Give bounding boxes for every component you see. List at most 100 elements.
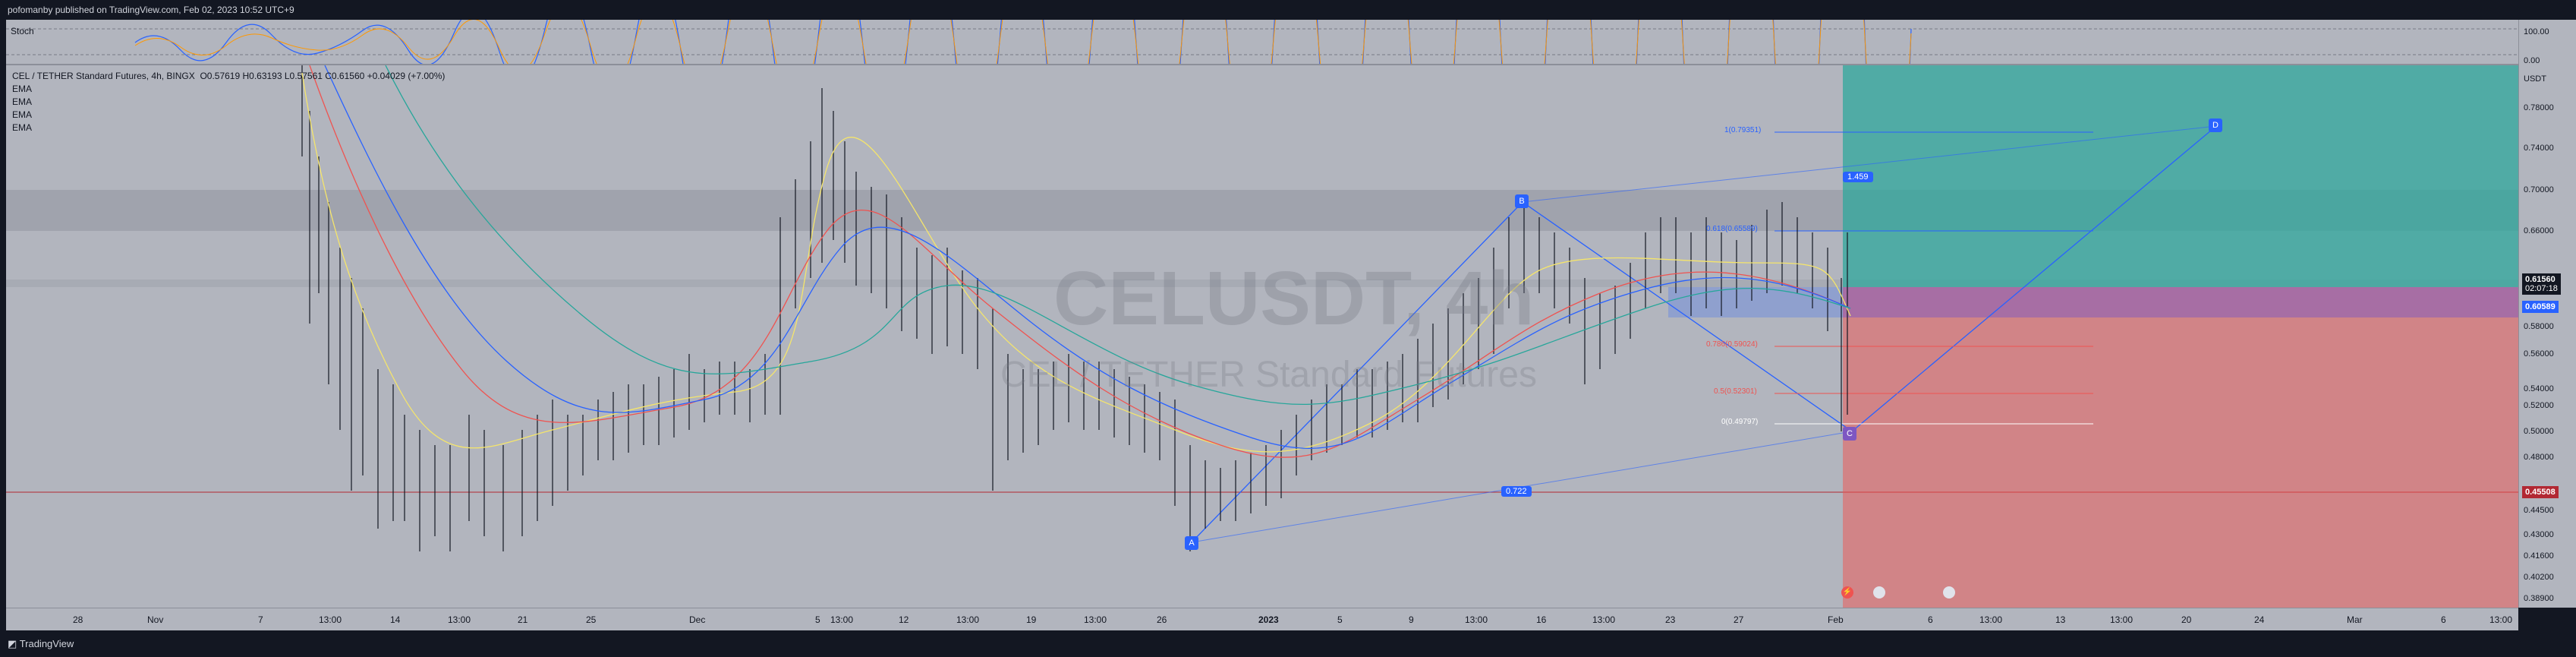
symbol-watermark: CELUSDT, 4h xyxy=(1053,256,1535,341)
ratio-ab-badge[interactable]: 0.722 xyxy=(1501,486,1532,497)
time-tick: 13:00 xyxy=(319,614,342,625)
us-flag-icon-2[interactable] xyxy=(1943,586,1955,599)
us-flag-icon[interactable] xyxy=(1873,586,1885,599)
tick-5: 0.58000 xyxy=(2524,322,2554,331)
scale-unit: USDT xyxy=(2524,74,2546,84)
tradingview-brand[interactable]: TradingView xyxy=(19,638,74,649)
time-tick: 7 xyxy=(258,614,263,625)
stoch-scale-bottom: 0.00 xyxy=(2524,56,2540,65)
tick-15: 0.38900 xyxy=(2524,594,2554,603)
tick-7: 0.54000 xyxy=(2524,384,2554,393)
time-tick: 13:00 xyxy=(1592,614,1616,625)
tick-14: 0.40200 xyxy=(2524,573,2554,582)
stop-zone-red xyxy=(1843,287,2518,608)
ema-fast xyxy=(301,72,1851,453)
pattern-point-b[interactable]: B xyxy=(1515,194,1529,208)
bar-countdown: 02:07:18 xyxy=(2525,284,2558,293)
entry-zone-purple xyxy=(1843,287,2518,317)
stoch-scale-top: 100.00 xyxy=(2524,27,2549,36)
chart-canvas xyxy=(6,65,2518,608)
fib-label-0: 0(0.49797) xyxy=(1721,418,1759,426)
time-tick: 20 xyxy=(2181,614,2192,625)
time-tick: 27 xyxy=(1734,614,1744,625)
last-price-badge: 0.61560 02:07:18 xyxy=(2522,273,2561,295)
event-marker-icon[interactable]: ⚡ xyxy=(1841,586,1853,599)
time-tick-year: 2023 xyxy=(1258,614,1279,625)
publisher-text: pofomanby published on TradingView.com, … xyxy=(8,5,294,15)
chart-legend: CEL / TETHER Standard Futures, 4h, BINGX… xyxy=(12,70,445,134)
time-tick: 16 xyxy=(1536,614,1547,625)
ema-mid-2 xyxy=(324,65,1851,449)
mid-band xyxy=(6,280,2518,287)
tick-6: 0.56000 xyxy=(2524,349,2554,359)
pattern-point-d[interactable]: D xyxy=(2209,118,2222,132)
stoch-line-k xyxy=(134,0,1912,367)
fib-label-05: 0.5(0.52301) xyxy=(1714,387,1757,396)
time-tick: 5 xyxy=(1337,614,1343,625)
time-tick: 13:00 xyxy=(2110,614,2134,625)
fib-label-0786: 0.786(0.59024) xyxy=(1706,340,1758,349)
ema-slow xyxy=(385,65,1851,405)
tick-2: 0.74000 xyxy=(2524,144,2554,153)
fib-label-1: 1(0.79351) xyxy=(1724,126,1762,134)
blue-level-badge: 0.60589 xyxy=(2522,301,2559,313)
tick-10: 0.48000 xyxy=(2524,453,2554,462)
time-tick: Nov xyxy=(147,614,164,625)
tradingview-logo-icon: ◩ xyxy=(8,638,17,649)
tick-3: 0.70000 xyxy=(2524,185,2554,194)
tick-4: 0.66000 xyxy=(2524,226,2554,235)
time-tick: 25 xyxy=(586,614,597,625)
symbol-watermark-sub: CEL / TETHER Standard Futures xyxy=(1000,355,1537,395)
bottom-bar: ◩ TradingView xyxy=(0,630,2576,657)
ema-label-2[interactable]: EMA xyxy=(12,96,33,107)
tick-13: 0.41600 xyxy=(2524,551,2554,561)
time-tick: 5 xyxy=(815,614,820,625)
stoch-label: Stoch xyxy=(11,26,34,36)
red-level-badge: 0.45508 xyxy=(2522,486,2559,498)
tick-12: 0.43000 xyxy=(2524,530,2554,539)
time-tick: 13:00 xyxy=(1979,614,2003,625)
ratio-bd-badge[interactable]: 1.459 xyxy=(1843,172,1873,182)
last-price: 0.61560 xyxy=(2525,275,2556,284)
time-tick: 13:00 xyxy=(956,614,980,625)
tick-11: 0.44500 xyxy=(2524,506,2554,515)
time-tick: 13:00 xyxy=(448,614,471,625)
top-bar: pofomanby published on TradingView.com, … xyxy=(0,0,2576,20)
entry-zone-blue xyxy=(1668,287,1843,317)
time-tick: 12 xyxy=(899,614,909,625)
pattern-point-c[interactable]: C xyxy=(1843,427,1856,441)
time-tick: 6 xyxy=(1928,614,1933,625)
main-chart-pane[interactable]: CEL / TETHER Standard Futures, 4h, BINGX… xyxy=(6,65,2518,608)
time-tick: Mar xyxy=(2347,614,2363,625)
time-tick: 13:00 xyxy=(2489,614,2513,625)
tick-8: 0.52000 xyxy=(2524,401,2554,410)
time-tick: 24 xyxy=(2254,614,2265,625)
fib-label-0618: 0.618(0.65589) xyxy=(1706,225,1758,233)
time-tick: Feb xyxy=(1828,614,1844,625)
time-tick: 28 xyxy=(73,614,83,625)
time-tick: 14 xyxy=(390,614,401,625)
ema-label-3[interactable]: EMA xyxy=(12,109,33,120)
time-tick: 13:00 xyxy=(1465,614,1488,625)
stoch-svg xyxy=(6,0,2518,367)
time-tick: 13 xyxy=(2055,614,2066,625)
tick-1: 0.78000 xyxy=(2524,103,2554,112)
target-zone-green xyxy=(1843,65,2518,287)
time-tick: 26 xyxy=(1157,614,1167,625)
time-tick: Dec xyxy=(689,614,706,625)
price-scale[interactable]: 100.00 0.00 USDT 0.78000 0.74000 0.70000… xyxy=(2518,20,2576,608)
ema-mid-1 xyxy=(309,65,1851,458)
ohlc-values: O0.57619 H0.63193 L0.57561 C0.61560 +0.0… xyxy=(200,71,446,81)
time-scale[interactable]: 28 Nov 7 13:00 14 13:00 21 25 Dec 5 13:0… xyxy=(6,608,2518,631)
stoch-pane[interactable]: Stoch xyxy=(6,0,2518,367)
symbol-title[interactable]: CEL / TETHER Standard Futures, 4h, BINGX xyxy=(12,71,195,81)
time-tick: 6 xyxy=(2441,614,2446,625)
time-tick: 21 xyxy=(518,614,528,625)
ema-label-4[interactable]: EMA xyxy=(12,122,33,133)
ema-label-1[interactable]: EMA xyxy=(12,84,33,94)
pattern-point-a[interactable]: A xyxy=(1185,536,1198,550)
time-tick: 13:00 xyxy=(830,614,854,625)
tick-9: 0.50000 xyxy=(2524,427,2554,436)
time-tick: 23 xyxy=(1665,614,1676,625)
time-tick: 9 xyxy=(1409,614,1414,625)
